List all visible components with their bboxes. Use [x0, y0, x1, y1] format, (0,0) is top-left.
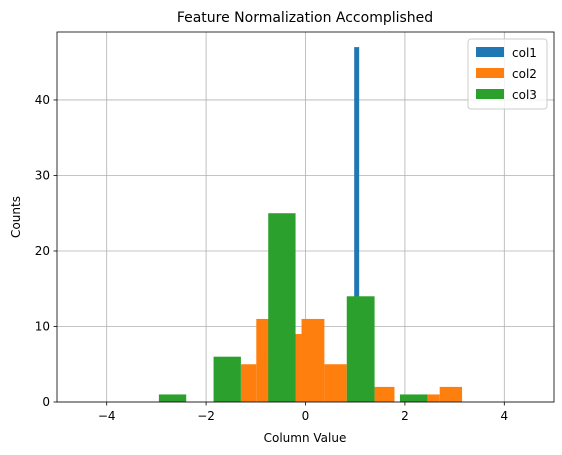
bar-col3	[158, 394, 187, 402]
legend-label-col3: col3	[512, 88, 537, 102]
y-tick-label: 20	[35, 244, 50, 258]
legend-swatch-col2	[476, 68, 504, 78]
x-tick-label: 2	[401, 409, 409, 423]
bar-col2	[301, 318, 325, 402]
bars-layer	[158, 47, 463, 402]
legend-swatch-col3	[476, 89, 504, 99]
x-tick-label: 4	[500, 409, 508, 423]
bar-col3	[399, 394, 428, 402]
y-tick-label: 40	[35, 93, 50, 107]
bar-col2	[256, 318, 272, 402]
legend-label-col2: col2	[512, 67, 537, 81]
x-tick-label: −2	[197, 409, 215, 423]
bar-col2	[324, 364, 347, 402]
bar-col3	[268, 213, 296, 402]
bar-col2	[374, 386, 395, 402]
x-tick-label: −4	[98, 409, 116, 423]
bar-col2	[424, 394, 440, 402]
bar-col1	[354, 47, 360, 402]
y-tick-label: 0	[42, 395, 50, 409]
y-tick-label: 10	[35, 319, 50, 333]
legend: col1 col2 col3	[467, 38, 548, 110]
x-axis-label: Column Value	[264, 431, 347, 445]
y-tick-label: 30	[35, 168, 50, 182]
legend-label-col1: col1	[512, 46, 537, 60]
chart-title: Feature Normalization Accomplished	[177, 10, 433, 26]
x-tick-label: 0	[302, 409, 310, 423]
bar-col3	[213, 356, 241, 402]
legend-swatch-col1	[476, 47, 504, 57]
bar-col2	[439, 386, 463, 402]
y-axis-label: Counts	[9, 196, 23, 238]
bar-col3	[346, 296, 375, 402]
bar-col2	[240, 364, 257, 402]
